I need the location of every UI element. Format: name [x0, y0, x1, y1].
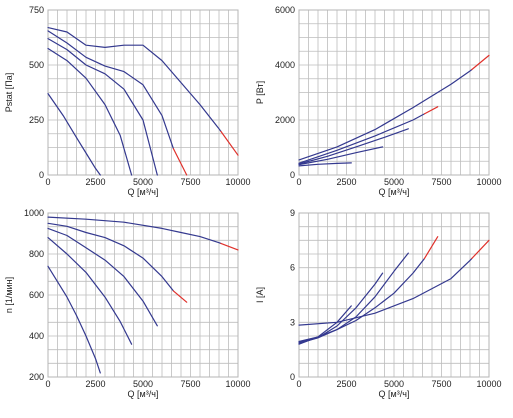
chart-panel-4: 0 2500 5000 7500 10000 0 3 6 9 Q [м³/ч] I [A] — [255, 208, 502, 399]
chart-panel-2: 0 2500 5000 7500 10000 0 2000 4000 6000 Q [м³/ч] P… — [255, 5, 502, 197]
x-axis-label: Q [м³/ч] — [128, 187, 159, 197]
y-axis-label: n [1/мин] — [4, 277, 14, 313]
series-2-line — [298, 146, 384, 166]
y-axis-label: P [Вт] — [255, 81, 265, 104]
x-axis-label: Q [м³/ч] — [128, 389, 159, 399]
series-4-red-segment — [423, 106, 439, 115]
y-tick-label: 2000 — [275, 115, 295, 125]
x-tick-label: 7500 — [431, 177, 451, 187]
series-3-line — [47, 227, 158, 327]
series-4-line — [298, 258, 425, 343]
series-5-line — [298, 257, 473, 326]
x-tick-label: 7500 — [180, 177, 200, 187]
x-tick-label: 0 — [296, 379, 301, 389]
x-axis-label: Q [м³/ч] — [379, 389, 410, 399]
x-tick-label: 2500 — [85, 177, 105, 187]
chart-panel-3: 0 2500 5000 7500 10000 200 400 600 800 1000 Q [м³/… — [4, 208, 251, 399]
chart-panel-1: 0 2500 5000 7500 10000 0 250 500 750 Q [м³/ч] Psta… — [4, 5, 251, 197]
series-5-red-segment — [471, 239, 490, 259]
y-tick-label: 400 — [29, 331, 44, 341]
plot-frame — [47, 9, 239, 176]
x-tick-label: 5000 — [133, 379, 153, 389]
plot-frame — [298, 9, 490, 176]
y-tick-label: 6 — [290, 263, 295, 273]
series-4-line — [47, 30, 174, 150]
series-5-red-segment — [471, 54, 490, 71]
series-1-line — [47, 265, 101, 374]
series-3-line — [298, 252, 409, 343]
plot-frame — [298, 212, 490, 378]
x-tick-label: 10000 — [476, 177, 501, 187]
series-4-line — [298, 113, 425, 164]
y-tick-label: 250 — [29, 115, 44, 125]
series-5-red-segment — [220, 242, 239, 251]
x-tick-label: 10000 — [225, 177, 250, 187]
y-tick-label: 6000 — [275, 5, 295, 15]
series-3-line — [47, 38, 158, 176]
series-5-line — [298, 68, 473, 161]
y-tick-label: 200 — [29, 372, 44, 382]
x-tick-label: 10000 — [476, 379, 501, 389]
plot-frame — [47, 212, 239, 378]
series-2-line — [298, 272, 384, 344]
series-1-line — [47, 93, 101, 176]
x-tick-label: 0 — [45, 379, 50, 389]
series-2-line — [47, 237, 133, 345]
x-tick-label: 0 — [45, 177, 50, 187]
y-tick-label: 0 — [39, 170, 44, 180]
y-tick-label: 3 — [290, 317, 295, 327]
x-axis-label: Q [м³/ч] — [379, 187, 410, 197]
series-4-red-segment — [423, 236, 439, 260]
x-tick-label: 7500 — [431, 379, 451, 389]
series-5-line — [47, 27, 222, 132]
y-axis-label: I [A] — [255, 287, 265, 303]
series-4-red-segment — [172, 290, 188, 303]
series-1-line — [298, 162, 352, 167]
y-tick-label: 4000 — [275, 60, 295, 70]
x-tick-label: 10000 — [225, 379, 250, 389]
y-tick-label: 800 — [29, 249, 44, 259]
series-4-red-segment — [172, 148, 188, 176]
y-tick-label: 600 — [29, 290, 44, 300]
series-4-line — [47, 222, 174, 292]
x-tick-label: 2500 — [85, 379, 105, 389]
series-3-line — [298, 128, 409, 165]
x-tick-label: 5000 — [384, 177, 404, 187]
y-axis-label: Pstat [Па] — [4, 73, 14, 113]
series-5-line — [47, 216, 222, 244]
y-tick-label: 9 — [290, 208, 295, 218]
x-tick-label: 5000 — [384, 379, 404, 389]
y-tick-label: 0 — [290, 372, 295, 382]
x-tick-label: 2500 — [336, 177, 356, 187]
x-tick-label: 0 — [296, 177, 301, 187]
y-tick-label: 500 — [29, 60, 44, 70]
x-tick-label: 2500 — [336, 379, 356, 389]
x-tick-label: 5000 — [133, 177, 153, 187]
y-tick-label: 0 — [290, 170, 295, 180]
y-tick-label: 750 — [29, 5, 44, 15]
series-5-red-segment — [220, 130, 239, 156]
y-tick-label: 1000 — [24, 208, 44, 218]
x-tick-label: 7500 — [180, 379, 200, 389]
series-2-line — [47, 47, 133, 176]
